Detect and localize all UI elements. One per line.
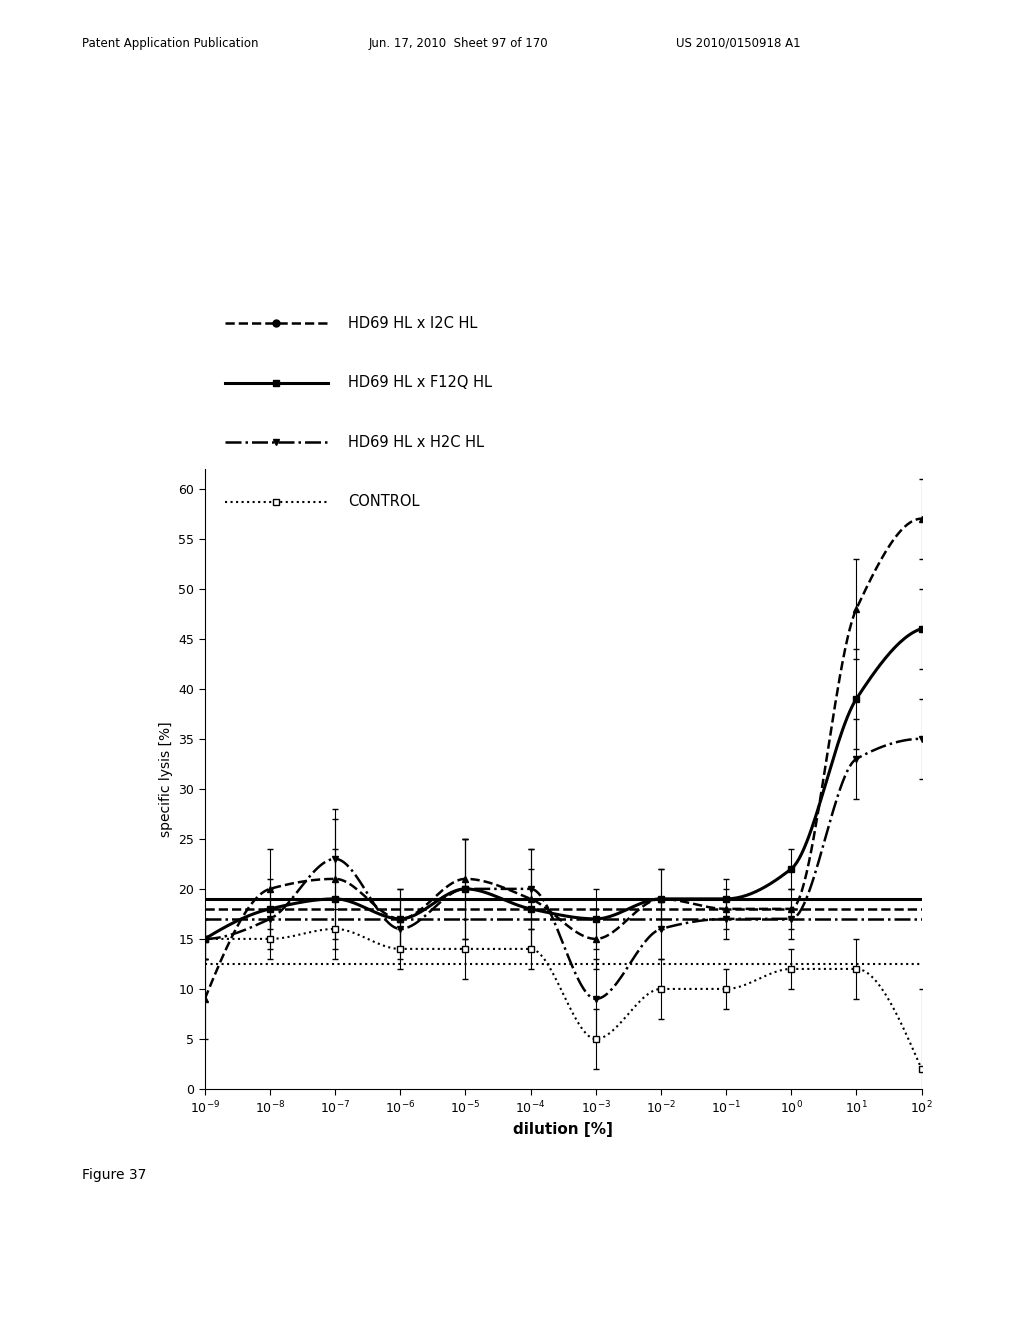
Text: HD69 HL x F12Q HL: HD69 HL x F12Q HL bbox=[348, 375, 493, 391]
Text: CONTROL: CONTROL bbox=[348, 494, 420, 510]
Y-axis label: specific lysis [%]: specific lysis [%] bbox=[159, 721, 173, 837]
Text: Jun. 17, 2010  Sheet 97 of 170: Jun. 17, 2010 Sheet 97 of 170 bbox=[369, 37, 548, 50]
X-axis label: dilution [%]: dilution [%] bbox=[513, 1122, 613, 1137]
Text: Figure 37: Figure 37 bbox=[82, 1168, 146, 1183]
Text: Patent Application Publication: Patent Application Publication bbox=[82, 37, 258, 50]
Text: US 2010/0150918 A1: US 2010/0150918 A1 bbox=[676, 37, 801, 50]
Text: HD69 HL x I2C HL: HD69 HL x I2C HL bbox=[348, 315, 477, 331]
Text: HD69 HL x H2C HL: HD69 HL x H2C HL bbox=[348, 434, 484, 450]
